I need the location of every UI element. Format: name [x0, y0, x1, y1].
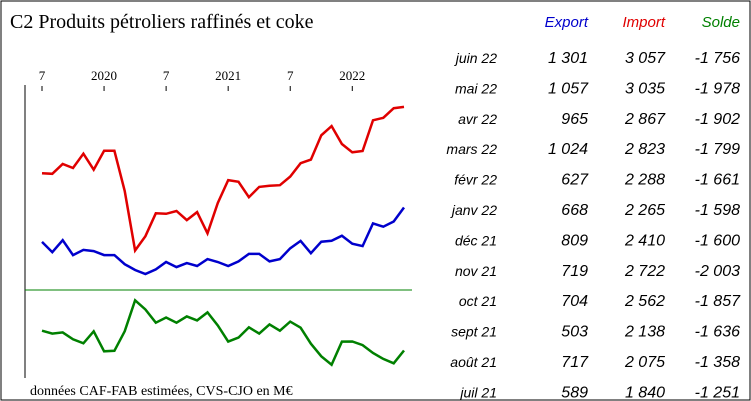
table-cell: 3 035 [625, 80, 665, 97]
table-cell: -1 756 [695, 50, 740, 67]
x-tick-label: 7 [163, 68, 170, 83]
title: C2 Produits pétroliers raffinés et coke [10, 11, 314, 33]
table-cell: -1 978 [695, 80, 740, 97]
table-cell: 717 [561, 354, 589, 371]
table-cell: -1 598 [695, 202, 740, 219]
note: données CAF-FAB estimées, CVS-CJO en M€ [30, 384, 293, 399]
table-cell: 809 [561, 232, 588, 249]
table-cell: -1 799 [695, 141, 740, 158]
row-label: nov 21 [455, 263, 497, 279]
table-cell: 2 288 [624, 172, 665, 189]
table-cell: 2 138 [624, 324, 665, 341]
table-cell: 2 823 [624, 141, 665, 158]
table-cell: -1 636 [695, 324, 740, 341]
table-cell: 2 867 [624, 111, 666, 128]
table-cell: -1 251 [695, 384, 740, 401]
table-cell: -2 003 [695, 263, 740, 280]
x-tick-label: 7 [287, 68, 294, 83]
table-cell: 2 075 [624, 354, 665, 371]
series-line [41, 298, 405, 367]
table-cell: -1 857 [695, 293, 741, 310]
column-header: Import [622, 14, 665, 31]
table-cell: 704 [561, 293, 588, 310]
table-cell: 719 [561, 263, 588, 280]
x-tick-label: 2020 [91, 68, 117, 83]
table-cell: 1 840 [625, 384, 665, 401]
table-cell: 627 [561, 172, 589, 189]
row-label: déc 21 [455, 232, 497, 248]
table-cell: 1 301 [548, 50, 588, 67]
row-label: août 21 [450, 354, 497, 370]
table-cell: 668 [561, 202, 588, 219]
table-cell: 589 [561, 384, 588, 401]
column-header: Export [545, 14, 589, 31]
row-label: avr 22 [458, 111, 497, 127]
x-tick-label: 2021 [215, 68, 241, 83]
table-cell: 503 [561, 324, 588, 341]
row-label: févr 22 [454, 172, 497, 188]
table-cell: 1 024 [548, 141, 588, 158]
column-header: Solde [702, 14, 740, 31]
row-label: janv 22 [450, 202, 497, 218]
row-label: oct 21 [459, 293, 497, 309]
table-cell: 2 265 [624, 202, 665, 219]
table-cell: 1 057 [548, 80, 589, 97]
row-label: mars 22 [446, 141, 497, 157]
table-cell: -1 661 [695, 172, 740, 189]
row-label: mai 22 [455, 80, 497, 96]
row-label: sept 21 [451, 324, 497, 340]
table-cell: 3 057 [625, 50, 666, 67]
x-tick-label: 2022 [339, 68, 365, 83]
table-cell: 965 [561, 111, 588, 128]
series-line [41, 206, 406, 276]
table-cell: -1 902 [695, 111, 740, 128]
table-cell: 2 722 [624, 263, 665, 280]
row-label: juil 21 [458, 384, 497, 400]
series-line [41, 105, 405, 254]
table-cell: 2 562 [624, 293, 665, 310]
table-cell: -1 600 [695, 232, 740, 249]
table-cell: -1 358 [695, 354, 740, 371]
row-label: juin 22 [454, 50, 497, 66]
table-cell: 2 410 [624, 232, 665, 249]
x-tick-label: 7 [39, 68, 46, 83]
